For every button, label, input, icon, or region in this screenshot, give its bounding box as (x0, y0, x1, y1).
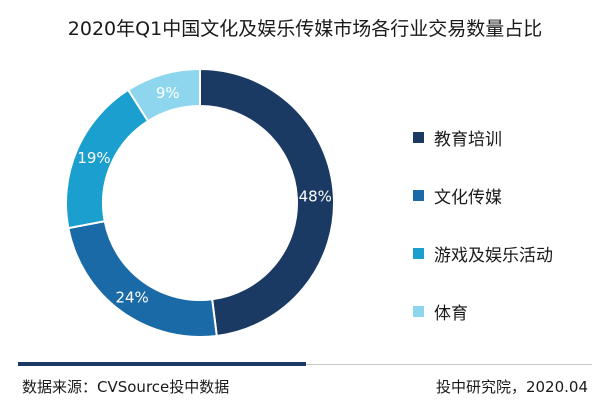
legend-item-culture-media: 文化传媒 (413, 166, 553, 224)
slice-education (199, 67, 335, 338)
footer-accent-bar (18, 362, 306, 366)
legend-label: 体育 (434, 303, 468, 324)
legend-swatch (413, 247, 424, 259)
slice-culture-media (67, 220, 218, 338)
legend-label: 教育培训 (434, 129, 502, 150)
data-source: 数据来源：CVSource投中数据 (22, 378, 230, 396)
legend-swatch (413, 131, 424, 143)
legend-item-sports: 体育 (413, 282, 553, 340)
legend-label: 游戏及娱乐活动 (434, 245, 553, 266)
slice-value-label: 9% (156, 84, 180, 102)
slice-value-label: 48% (299, 188, 332, 206)
slice-sports (126, 67, 201, 123)
legend-swatch (413, 305, 424, 317)
legend-item-games-entertainment: 游戏及娱乐活动 (413, 224, 553, 282)
slice-value-label: 19% (77, 149, 110, 167)
chart-legend: 教育培训 文化传媒 游戏及娱乐活动 体育 (413, 108, 553, 340)
legend-label: 文化传媒 (434, 187, 502, 208)
legend-swatch (413, 189, 424, 201)
publisher-credit: 投中研究院，2020.04 (435, 378, 588, 396)
slice-value-label: 24% (115, 288, 148, 306)
chart-title: 2020年Q1中国文化及娱乐传媒市场各行业交易数量占比 (67, 18, 543, 40)
legend-item-education: 教育培训 (413, 108, 553, 166)
